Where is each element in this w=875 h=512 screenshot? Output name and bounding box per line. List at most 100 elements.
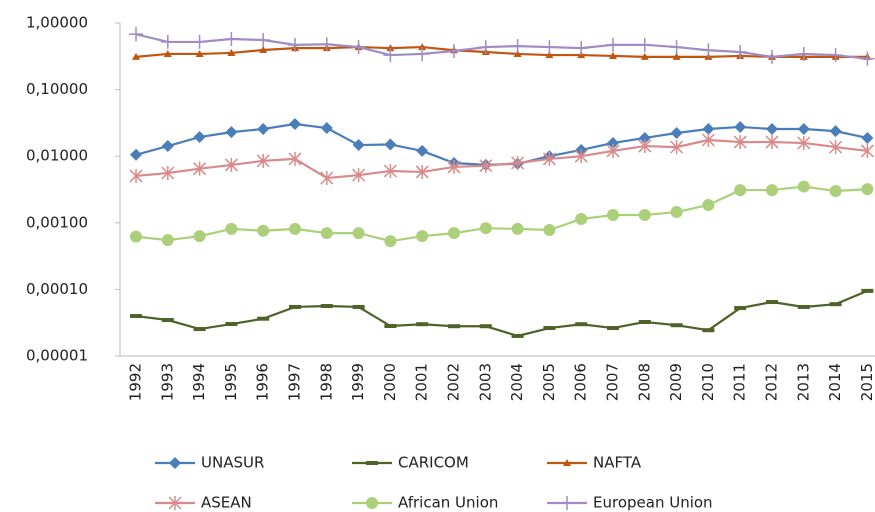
x-tick-label: 2005: [540, 363, 558, 401]
marker: [543, 223, 556, 236]
marker: [638, 208, 651, 221]
marker: [195, 49, 204, 57]
marker: [169, 457, 181, 469]
marker: [193, 131, 206, 144]
marker: [734, 120, 747, 133]
marker: [574, 149, 588, 164]
x-tick-label: 1998: [317, 363, 335, 401]
marker: [161, 165, 175, 180]
marker: [670, 323, 683, 328]
marker: [670, 140, 684, 155]
marker: [479, 324, 492, 329]
marker: [545, 51, 554, 59]
marker: [160, 34, 175, 49]
marker: [129, 27, 143, 42]
marker: [702, 328, 715, 333]
legend-item: UNASUR: [155, 454, 264, 472]
marker: [734, 184, 747, 197]
marker: [829, 140, 843, 155]
marker: [607, 326, 619, 331]
series: [130, 288, 874, 338]
legend-item: European Union: [547, 494, 713, 512]
legend-item: ASEAN: [155, 494, 252, 512]
marker: [638, 139, 652, 154]
x-tick-label: 2004: [508, 363, 526, 401]
marker: [132, 52, 140, 60]
marker: [670, 206, 683, 219]
x-tick-label: 2003: [476, 363, 494, 401]
marker: [161, 318, 174, 323]
marker: [607, 136, 619, 149]
marker: [447, 159, 461, 174]
marker: [448, 324, 460, 329]
x-tick-label: 2008: [635, 363, 653, 401]
x-tick-label: 1993: [158, 363, 176, 401]
marker: [701, 133, 715, 148]
marker: [606, 143, 620, 158]
marker: [225, 222, 238, 235]
marker: [161, 234, 174, 247]
x-tick-label: 2002: [445, 363, 463, 401]
x-tick-label: 2012: [763, 363, 781, 401]
marker: [416, 230, 429, 243]
x-tick-label: 2011: [731, 363, 749, 401]
series: [129, 133, 874, 186]
marker: [416, 144, 429, 157]
marker: [701, 43, 716, 58]
marker: [256, 153, 270, 168]
marker: [193, 230, 206, 243]
marker: [163, 49, 172, 57]
x-tick-label: 1997: [286, 363, 304, 401]
marker: [609, 51, 617, 59]
marker: [384, 235, 397, 248]
marker: [670, 127, 683, 140]
marker: [478, 40, 493, 55]
marker: [511, 222, 524, 235]
series-line: [135, 33, 868, 60]
marker: [320, 304, 333, 309]
series: [129, 27, 875, 66]
marker: [289, 304, 301, 309]
marker: [672, 52, 681, 60]
marker: [384, 138, 397, 151]
marker: [193, 327, 206, 332]
marker: [224, 157, 238, 172]
x-tick-label: 2009: [667, 363, 685, 401]
marker: [319, 37, 334, 52]
marker: [257, 123, 270, 136]
series-line: [135, 138, 868, 180]
marker: [130, 314, 142, 319]
legend-label: African Union: [398, 494, 498, 512]
marker: [257, 316, 270, 321]
marker: [320, 227, 333, 240]
legend-item: CARICOM: [352, 454, 469, 472]
series-line: [135, 122, 868, 167]
marker: [418, 43, 427, 51]
marker: [352, 168, 366, 183]
marker: [366, 497, 378, 509]
x-tick-label: 1992: [127, 363, 145, 401]
marker: [766, 300, 778, 305]
legend-label: ASEAN: [201, 494, 252, 512]
marker: [860, 143, 874, 158]
marker: [479, 222, 492, 235]
marker: [225, 322, 238, 327]
marker: [766, 123, 778, 136]
marker: [542, 40, 557, 55]
y-tick-label: 0,10000: [26, 80, 88, 98]
series-line: [135, 185, 868, 243]
legend-label: NAFTA: [593, 454, 642, 472]
marker: [829, 125, 842, 138]
x-tick-label: 2006: [572, 363, 590, 401]
marker: [543, 326, 556, 331]
y-tick-label: 0,00010: [26, 280, 88, 298]
marker: [510, 39, 525, 54]
marker: [560, 496, 574, 510]
marker: [702, 123, 715, 136]
x-tick-label: 1995: [222, 363, 240, 401]
marker: [638, 131, 651, 144]
marker: [797, 123, 810, 136]
x-tick-label: 2000: [381, 363, 399, 401]
marker: [256, 33, 271, 48]
